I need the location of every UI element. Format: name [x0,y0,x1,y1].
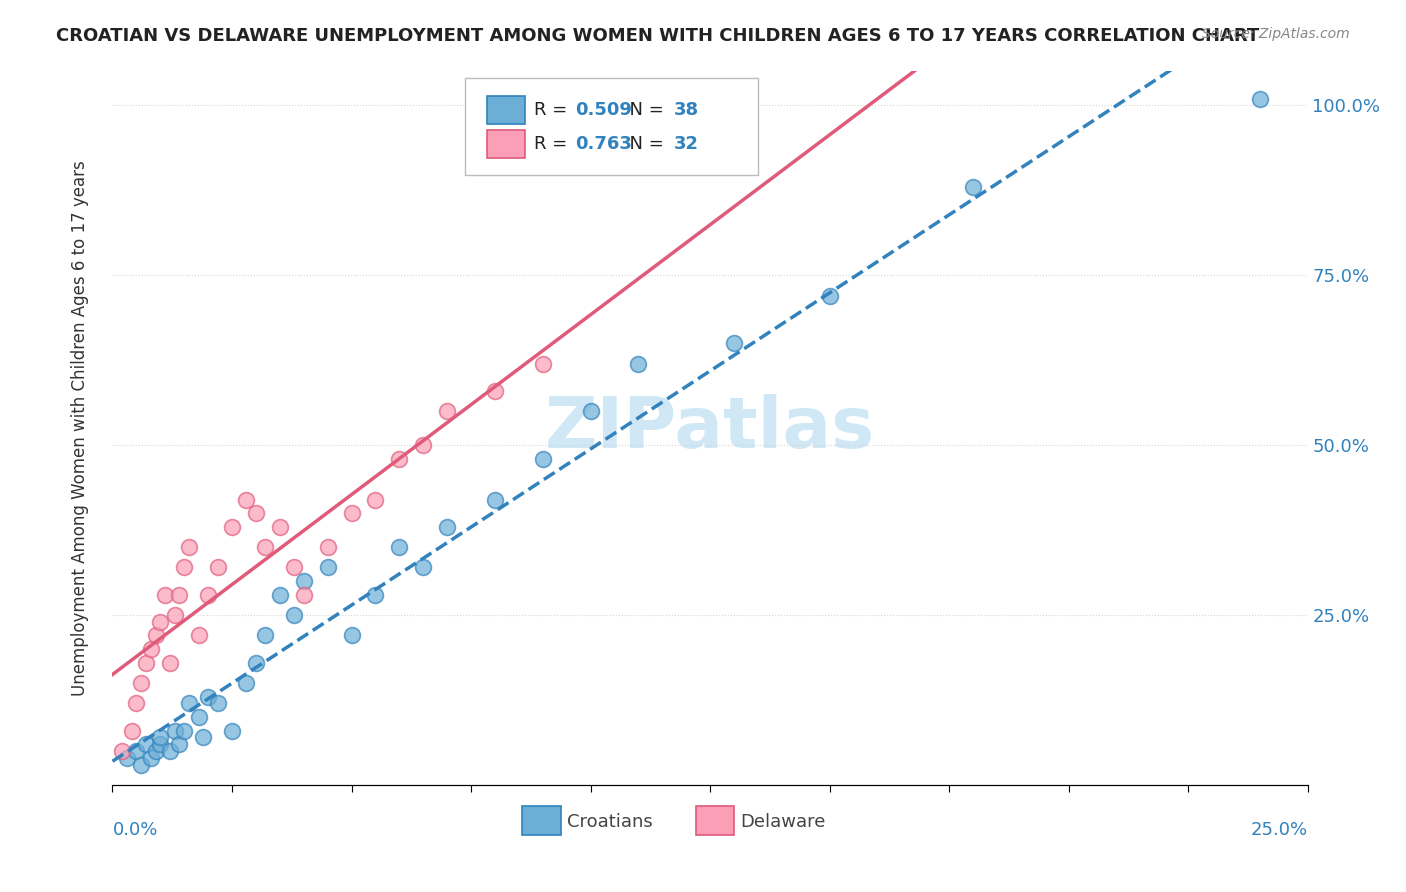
Point [173,560,195,574]
Text: ZIPatlas: ZIPatlas [546,393,875,463]
Point [115,751,138,765]
Point [145,628,167,642]
Point [484,492,506,507]
Point [412,438,434,452]
Point [139,751,162,765]
Text: N =: N = [619,101,669,119]
Point [173,723,195,738]
Text: 25.0%: 25.0% [1250,821,1308,838]
Point [531,451,554,466]
Point [163,723,186,738]
Y-axis label: Unemployment Among Women with Children Ages 6 to 17 years: Unemployment Among Women with Children A… [70,161,89,696]
Point [139,642,162,657]
Point [125,697,148,711]
Point [135,737,157,751]
Point [412,560,434,574]
Text: Croatians: Croatians [567,814,652,831]
Point [177,540,200,554]
FancyBboxPatch shape [465,78,758,175]
Point [531,357,554,371]
Point [207,697,229,711]
Point [235,492,257,507]
Text: 0.0%: 0.0% [112,821,157,838]
Point [187,710,209,724]
Text: N =: N = [619,136,669,153]
Point [579,404,602,418]
Point [254,540,277,554]
Point [388,540,411,554]
Point [177,697,200,711]
Point [145,744,167,758]
Point [1249,91,1271,105]
Point [340,628,363,642]
Text: Source: ZipAtlas.com: Source: ZipAtlas.com [1202,27,1350,41]
Text: 38: 38 [675,101,699,119]
FancyBboxPatch shape [696,806,734,835]
Point [436,404,458,418]
Point [169,588,191,602]
Point [436,519,458,533]
Point [221,723,243,738]
Point [316,560,339,574]
Point [163,608,186,623]
Point [159,744,181,758]
Point [283,608,305,623]
Point [169,737,191,751]
Point [962,180,984,194]
Point [197,690,219,704]
Point [111,744,134,758]
Point [627,357,650,371]
Point [818,288,841,302]
Point [283,560,305,574]
Point [269,519,291,533]
Point [235,676,257,690]
Point [125,744,148,758]
Point [149,737,172,751]
FancyBboxPatch shape [486,95,524,124]
FancyBboxPatch shape [523,806,561,835]
Point [388,451,411,466]
Point [269,588,291,602]
Point [221,519,243,533]
Text: CROATIAN VS DELAWARE UNEMPLOYMENT AMONG WOMEN WITH CHILDREN AGES 6 TO 17 YEARS C: CROATIAN VS DELAWARE UNEMPLOYMENT AMONG … [56,27,1260,45]
Point [121,723,143,738]
Point [316,540,339,554]
Point [159,656,181,670]
Point [135,656,157,670]
Point [292,588,315,602]
Point [187,628,209,642]
Point [129,676,152,690]
Point [364,492,387,507]
Text: 0.509: 0.509 [575,101,631,119]
Point [193,731,215,745]
Point [723,336,745,351]
Point [153,588,176,602]
Point [149,731,172,745]
Point [245,656,267,670]
Text: R =: R = [534,101,574,119]
Text: Delaware: Delaware [740,814,825,831]
Point [292,574,315,588]
Point [484,384,506,398]
FancyBboxPatch shape [486,130,524,159]
Point [254,628,277,642]
Point [340,506,363,520]
Text: R =: R = [534,136,574,153]
Point [129,757,152,772]
Point [245,506,267,520]
Point [364,588,387,602]
Point [207,560,229,574]
Text: 32: 32 [675,136,699,153]
Point [197,588,219,602]
Text: 0.763: 0.763 [575,136,631,153]
Point [149,615,172,629]
